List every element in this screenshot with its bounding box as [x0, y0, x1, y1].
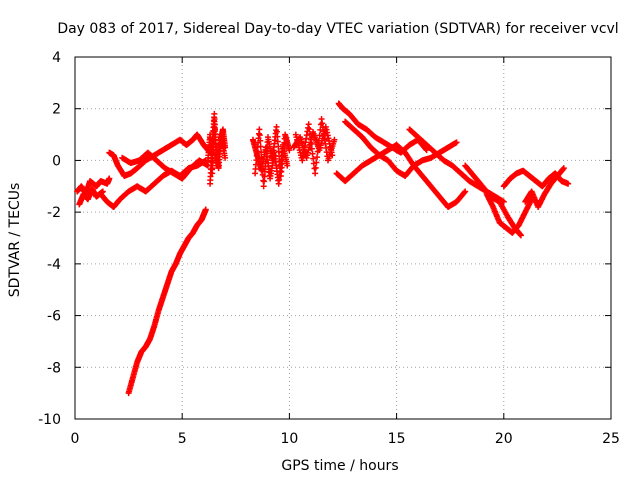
data-point: [257, 143, 264, 150]
data-point: [211, 121, 218, 128]
data-point: [202, 206, 209, 213]
data-point: [315, 143, 322, 150]
x-tick-label: 5: [178, 431, 187, 447]
x-axis-label: GPS time / hours: [281, 458, 398, 474]
data-point: [211, 110, 218, 117]
x-tick-label: 25: [602, 431, 620, 447]
data-point: [260, 177, 267, 184]
y-tick-label: 4: [52, 50, 61, 66]
x-tick-label: 0: [71, 431, 80, 447]
data-point: [312, 164, 319, 171]
data-point: [312, 170, 319, 177]
data-point: [461, 189, 468, 196]
data-point: [314, 148, 321, 155]
data-point: [286, 147, 293, 154]
y-tick-label: -2: [47, 205, 61, 221]
y-tick-label: -6: [47, 309, 61, 325]
data-point: [453, 139, 460, 146]
data-point: [565, 180, 572, 187]
x-tick-label: 20: [495, 431, 513, 447]
data-point: [560, 165, 567, 172]
data-point: [313, 159, 320, 166]
y-tick-label: 2: [52, 102, 61, 118]
data-point: [258, 149, 265, 156]
data-point: [212, 126, 219, 133]
data-point: [212, 141, 219, 148]
data-point: [517, 232, 524, 239]
data-points: [74, 100, 572, 397]
data-point: [212, 136, 219, 143]
x-tick-label: 15: [388, 431, 406, 447]
data-point: [106, 175, 113, 182]
data-point: [314, 154, 321, 161]
grid: [75, 57, 611, 419]
y-tick-label: 0: [52, 153, 61, 169]
data-point: [257, 137, 264, 144]
chart-title: Day 083 of 2017, Sidereal Day-to-day VTE…: [57, 21, 618, 37]
data-point: [211, 116, 218, 123]
data-point: [222, 154, 229, 161]
data-point: [212, 131, 219, 138]
data-point: [462, 188, 469, 195]
data-point: [256, 132, 263, 139]
data-point: [258, 154, 265, 161]
y-tick-label: -8: [47, 360, 61, 376]
y-tick-label: -4: [47, 257, 61, 273]
y-tick-label: -10: [38, 412, 61, 428]
data-point: [331, 136, 338, 143]
plot-area-border: [74, 56, 612, 420]
data-point: [256, 126, 263, 133]
data-point: [315, 137, 322, 144]
y-axis-label: SDTVAR / TECUs: [7, 183, 23, 298]
x-tick-label: 10: [280, 431, 298, 447]
data-point: [284, 162, 291, 169]
data-point: [258, 160, 265, 167]
